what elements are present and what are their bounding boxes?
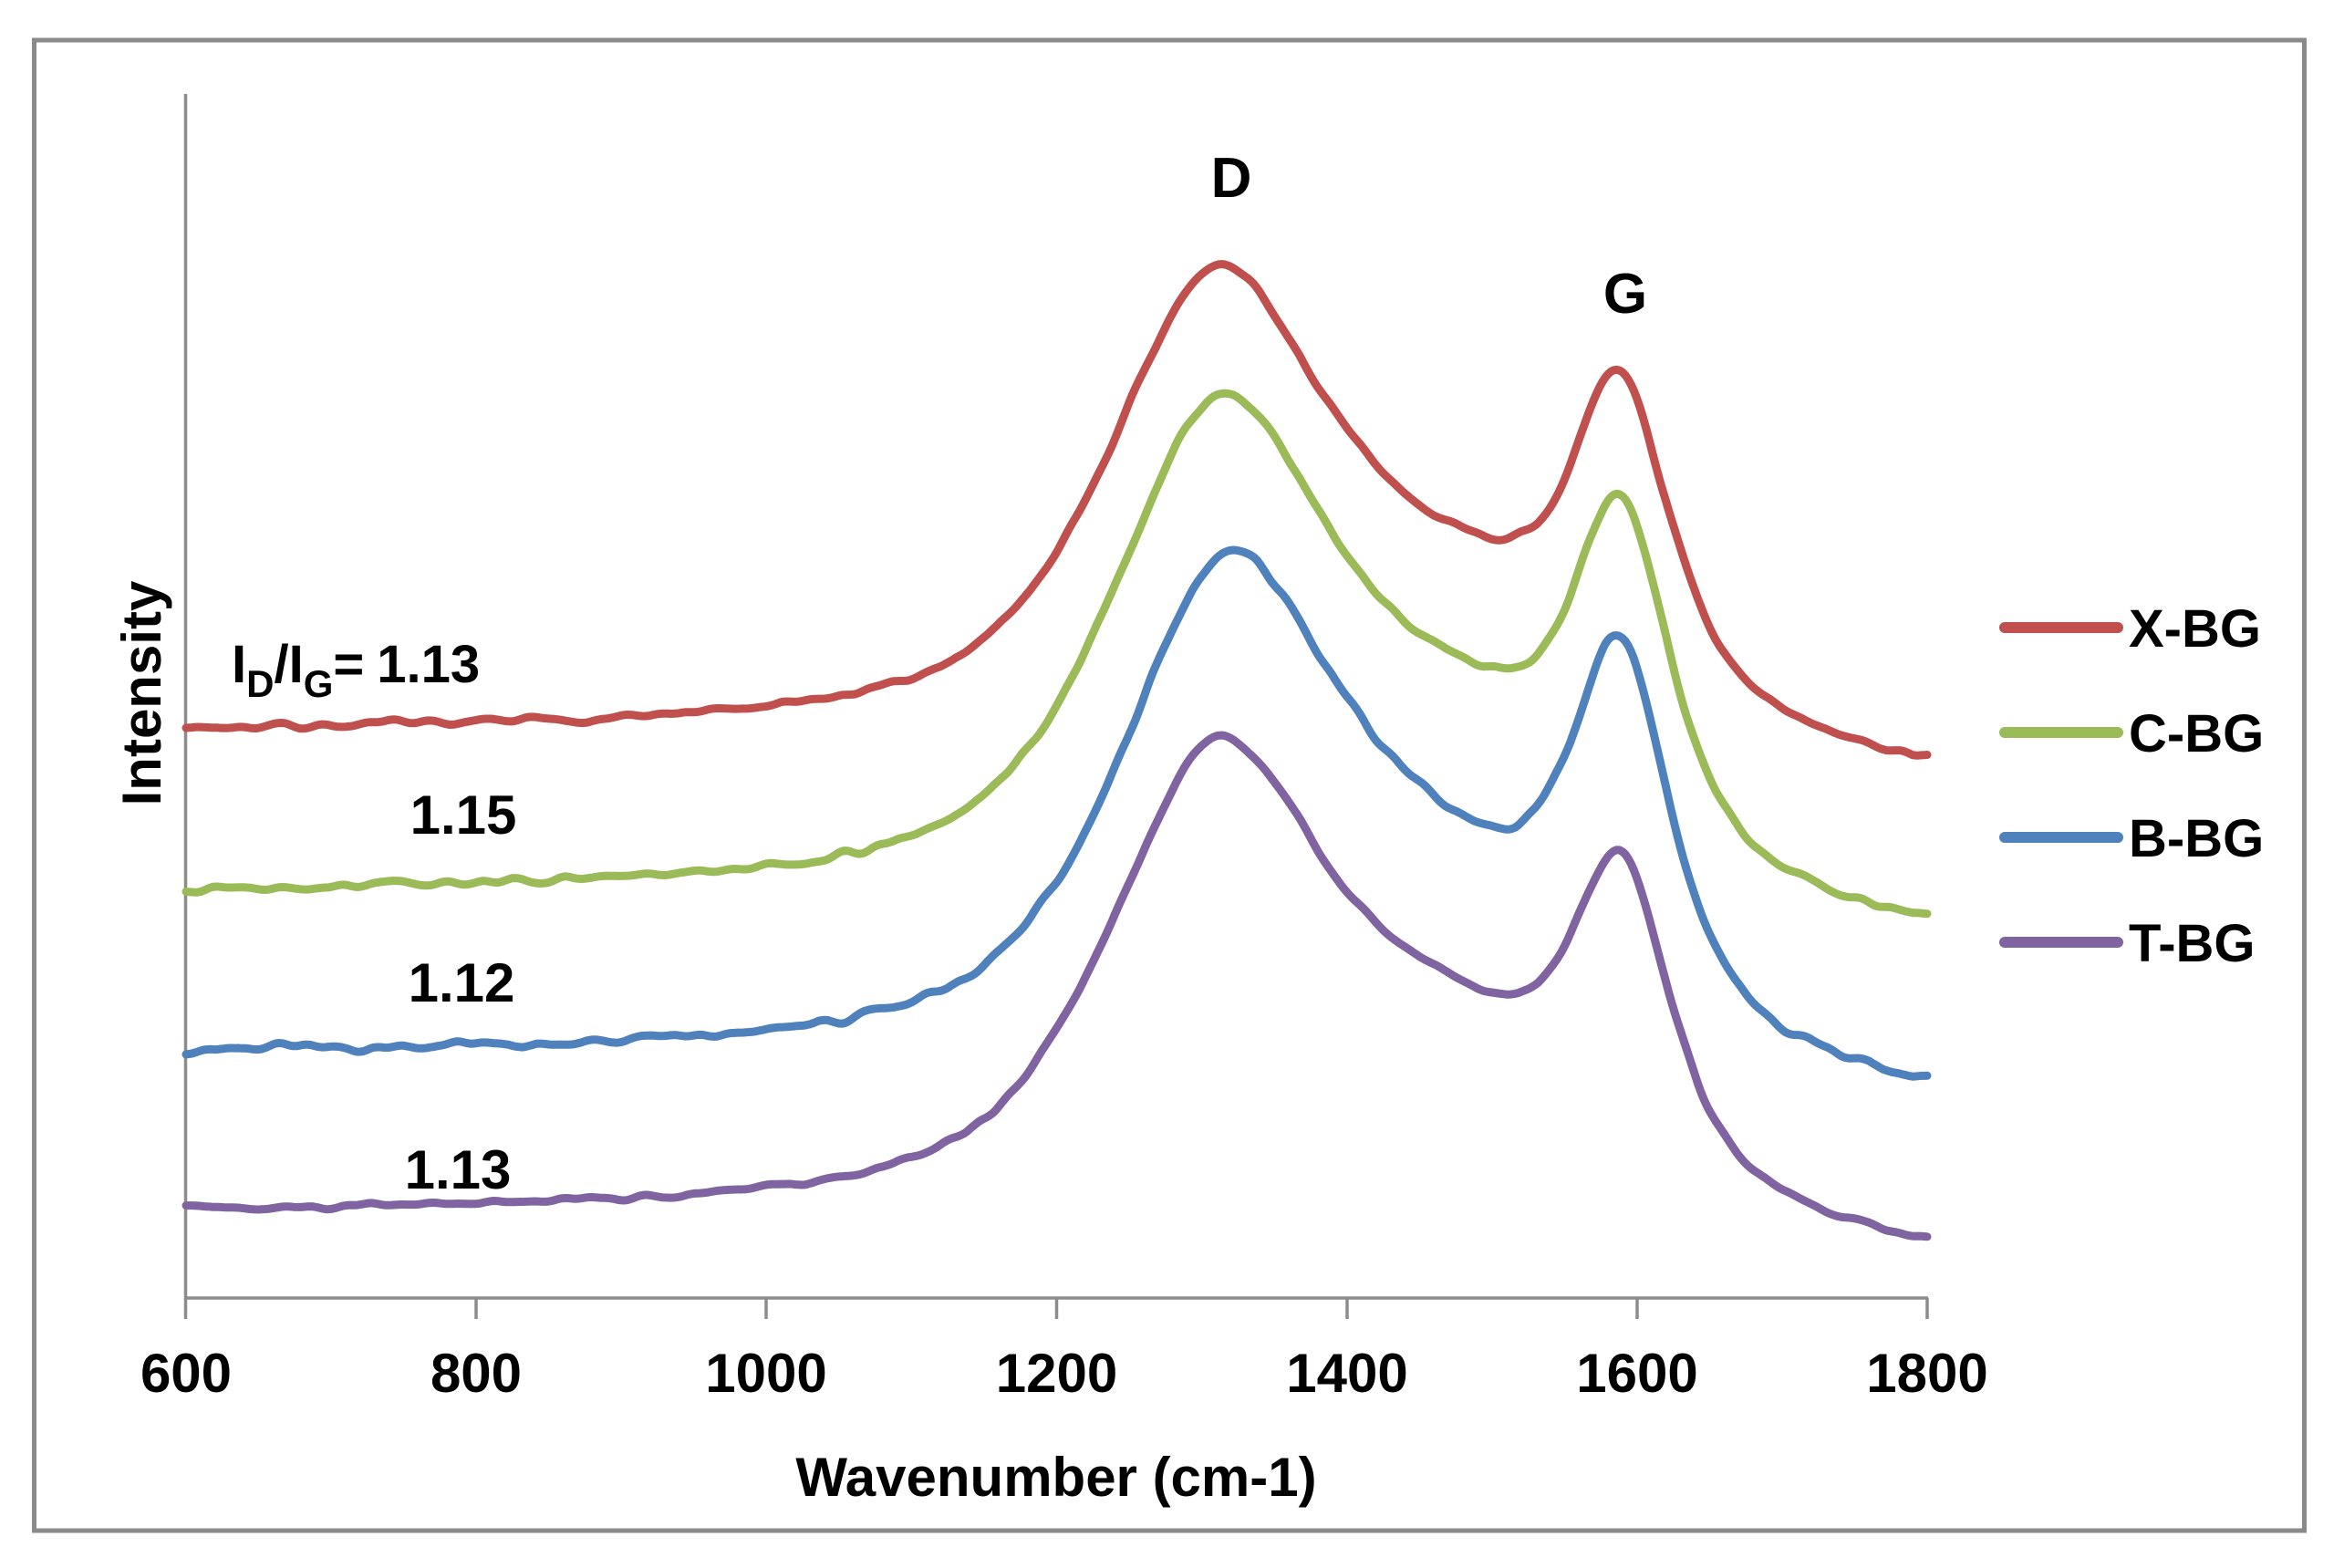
tick-label-1400: 1400 xyxy=(1286,1343,1407,1404)
legend-item-t-bg: T-BG xyxy=(1999,914,2256,973)
tick-label-800: 800 xyxy=(430,1343,522,1404)
legend-label-b-bg: B-BG xyxy=(2129,809,2264,868)
ratio-label-b-bg: 1.12 xyxy=(409,952,515,1013)
g-band-label: G xyxy=(1603,263,1647,326)
ratio-label-c-bg: 1.15 xyxy=(410,784,517,846)
d-band-label: D xyxy=(1211,147,1252,210)
tick-label-1800: 1800 xyxy=(1866,1343,1987,1404)
tick-label-1200: 1200 xyxy=(996,1343,1117,1404)
series-curve-c-bg xyxy=(182,389,1932,919)
x-tick-labels: 600 800 1000 1200 1400 1600 1800 xyxy=(140,1343,1988,1404)
tick-label-600: 600 xyxy=(140,1343,232,1404)
legend: X-BG C-BG B-BG T-BG xyxy=(1999,599,2264,973)
legend-label-x-bg: X-BG xyxy=(2129,599,2261,659)
series-curve-x-bg xyxy=(182,260,1932,760)
legend-label-t-bg: T-BG xyxy=(2129,914,2256,973)
axes xyxy=(183,94,1929,1319)
tick-label-1600: 1600 xyxy=(1576,1343,1697,1404)
y-axis-title: Intensity xyxy=(111,580,172,805)
series-curve-t-bg xyxy=(182,731,1932,1241)
x-axis-title: Wavenumber (cm-1) xyxy=(795,1447,1316,1508)
spectra-curves xyxy=(182,260,1932,1241)
ratio-label-t-bg: 1.13 xyxy=(405,1139,512,1200)
ratio-label-x-bg: ID/IG= 1.13 xyxy=(232,635,480,705)
legend-item-c-bg: C-BG xyxy=(1999,704,2264,763)
tick-label-1000: 1000 xyxy=(705,1343,826,1404)
legend-item-x-bg: X-BG xyxy=(1999,599,2261,659)
legend-label-c-bg: C-BG xyxy=(2129,704,2264,763)
series-curve-b-bg xyxy=(182,545,1932,1081)
figure-frame xyxy=(32,37,2307,1533)
legend-item-b-bg: B-BG xyxy=(1999,809,2264,868)
